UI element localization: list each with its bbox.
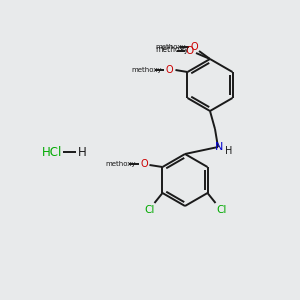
Text: N: N — [215, 142, 223, 152]
Text: HCl: HCl — [42, 146, 62, 158]
Text: O: O — [190, 42, 198, 52]
Text: methoxy: methoxy — [105, 161, 136, 167]
Text: Cl: Cl — [216, 205, 227, 215]
Text: O: O — [141, 159, 148, 169]
Text: methoxy: methoxy — [156, 44, 186, 50]
Text: methoxy: methoxy — [155, 46, 189, 55]
Text: H: H — [78, 146, 86, 158]
Text: methoxy: methoxy — [131, 67, 162, 73]
Text: H: H — [225, 146, 233, 156]
Text: O: O — [166, 65, 173, 75]
Text: Cl: Cl — [144, 205, 155, 215]
Text: O: O — [186, 46, 194, 56]
